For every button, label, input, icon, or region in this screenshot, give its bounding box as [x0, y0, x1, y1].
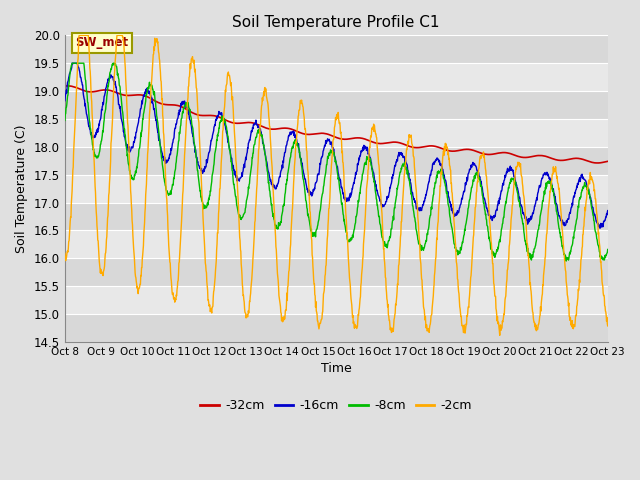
- Bar: [65, 119, 608, 147]
- Bar: [65, 203, 608, 230]
- Bar: [65, 91, 608, 119]
- Y-axis label: Soil Temperature (C): Soil Temperature (C): [15, 124, 28, 253]
- Bar: [65, 175, 608, 203]
- Legend: -32cm, -16cm, -8cm, -2cm: -32cm, -16cm, -8cm, -2cm: [195, 394, 477, 417]
- Bar: [65, 230, 608, 258]
- Bar: [65, 63, 608, 91]
- Bar: [65, 258, 608, 286]
- X-axis label: Time: Time: [321, 362, 351, 375]
- Bar: [65, 147, 608, 175]
- Bar: [65, 314, 608, 342]
- Bar: [65, 36, 608, 63]
- Bar: [65, 286, 608, 314]
- Text: SW_met: SW_met: [76, 36, 129, 49]
- Title: Soil Temperature Profile C1: Soil Temperature Profile C1: [232, 15, 440, 30]
